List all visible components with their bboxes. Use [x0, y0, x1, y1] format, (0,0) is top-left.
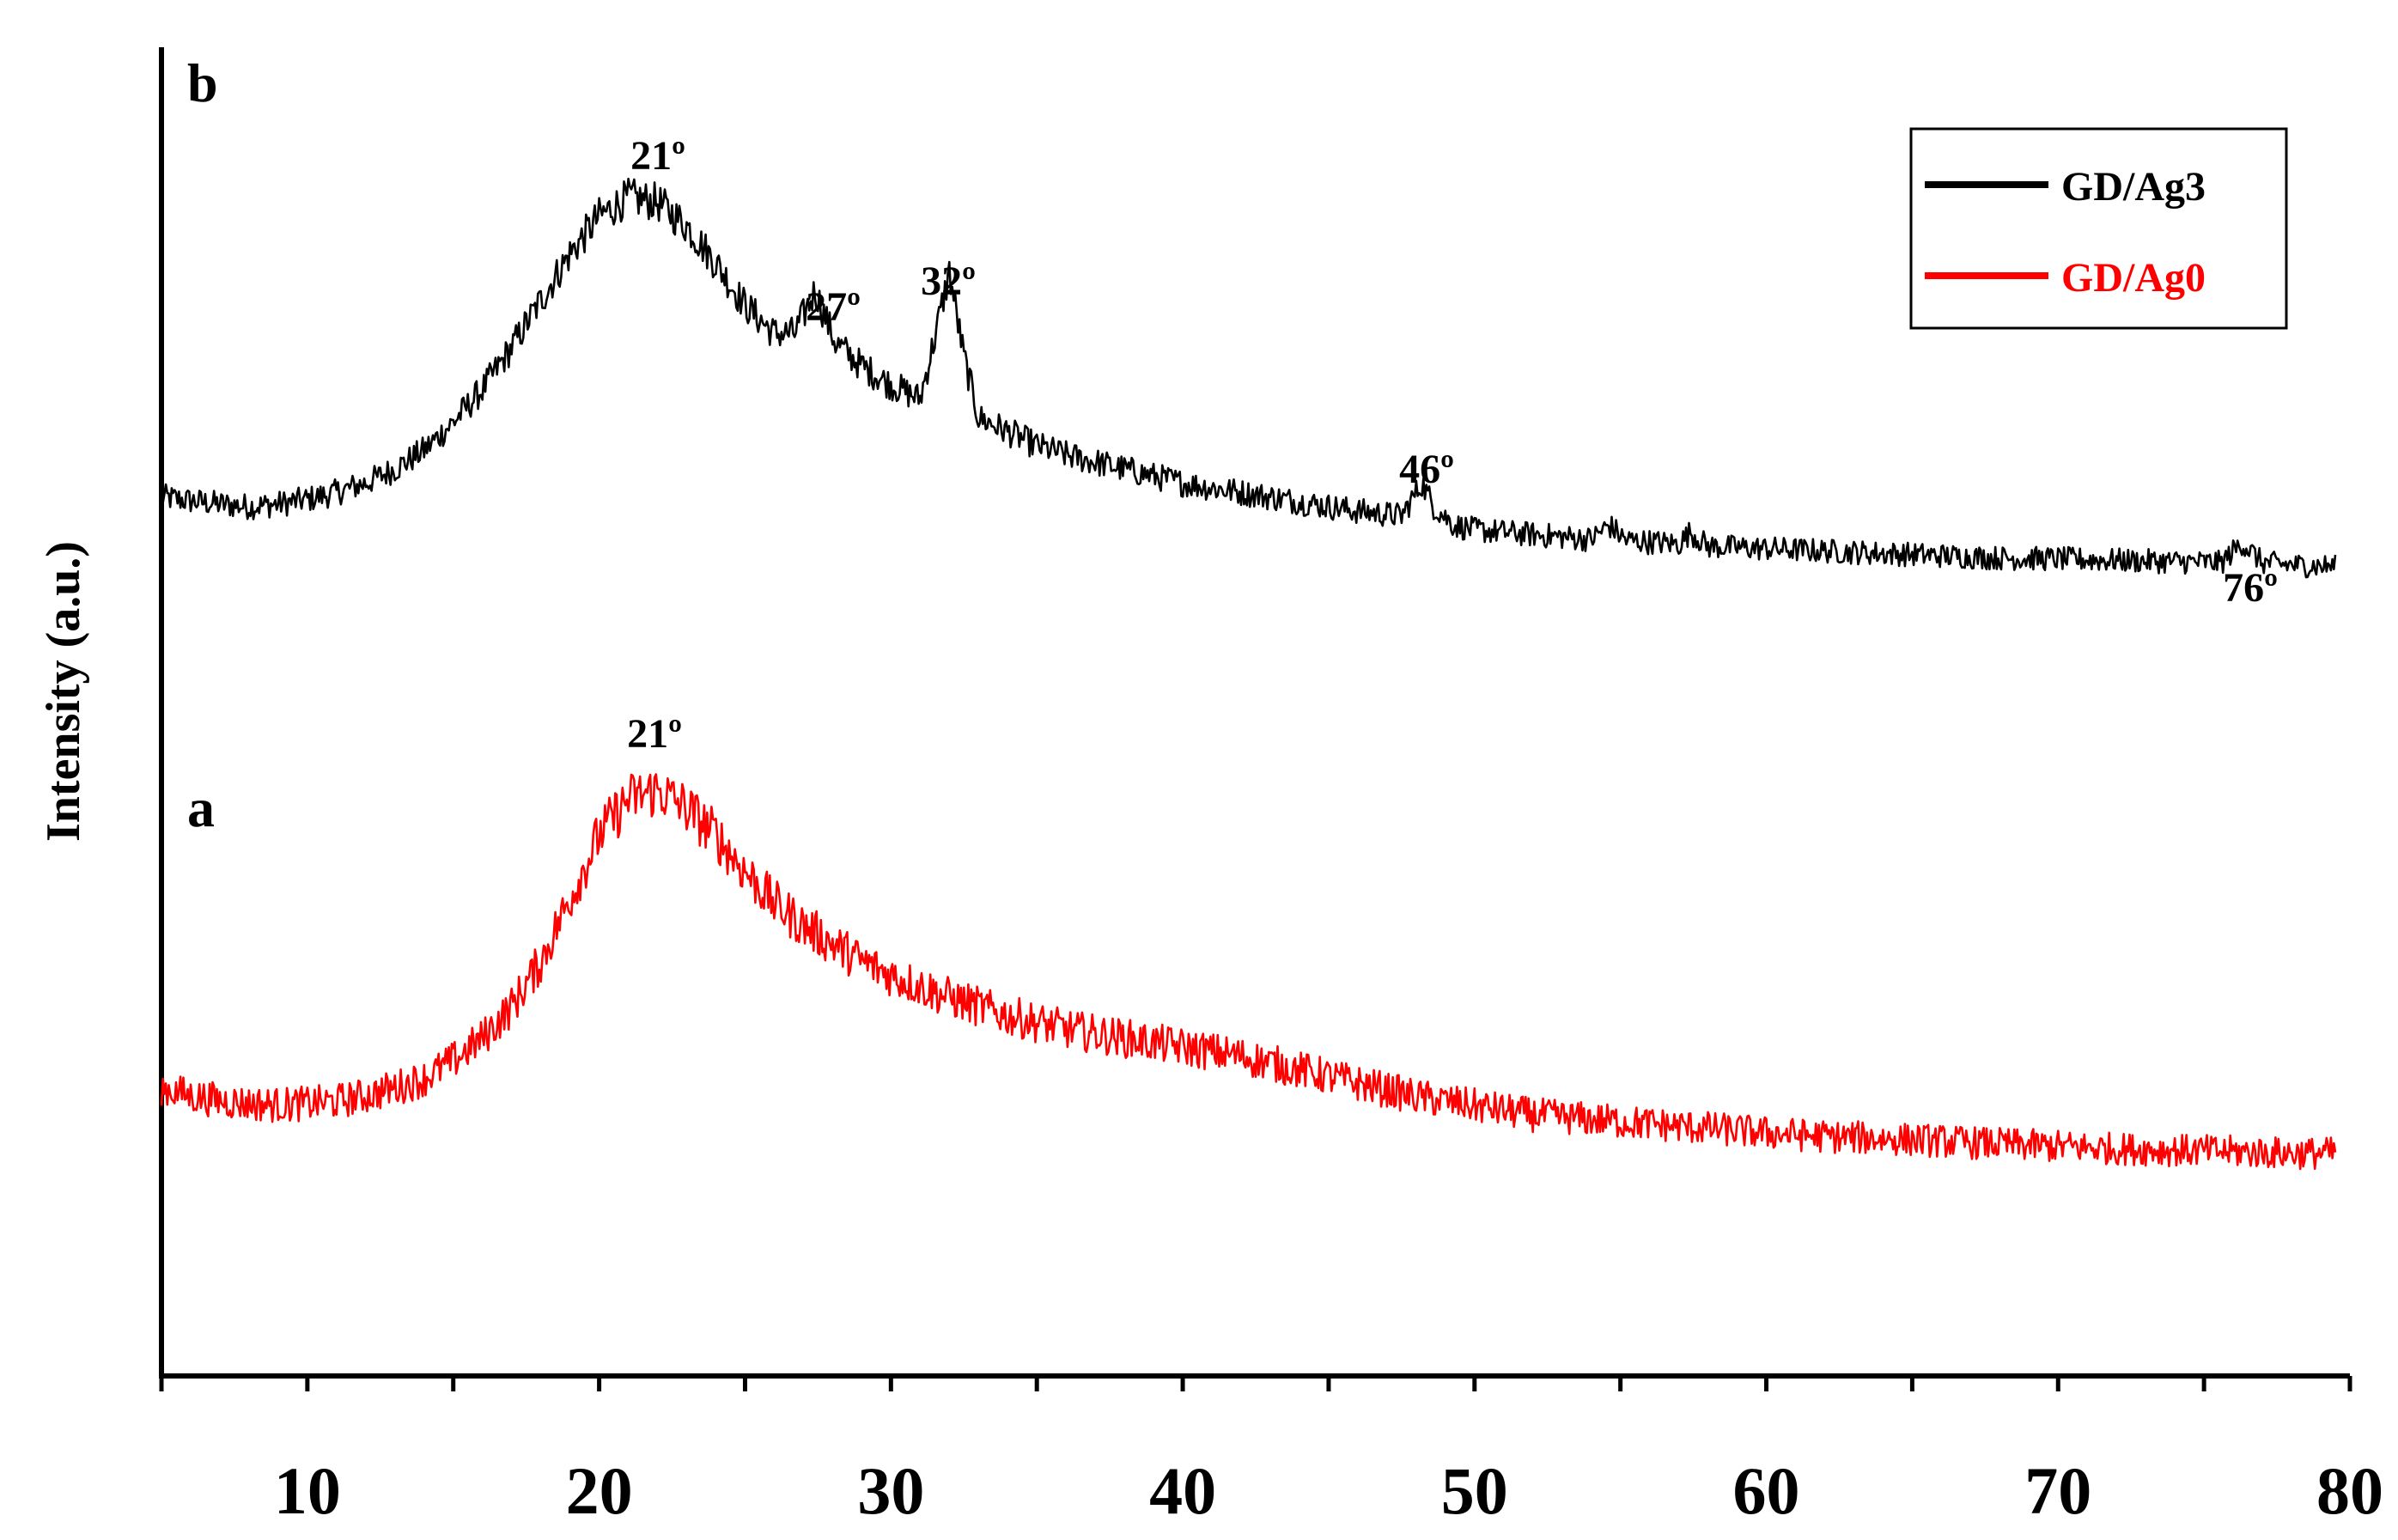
y-axis-label: Intensity (a.u.) — [37, 541, 90, 842]
peak-label-27-b: 27º — [806, 284, 861, 330]
x-tick-label: 70 — [2024, 1453, 2091, 1528]
x-tick-label: 10 — [274, 1453, 341, 1528]
x-tick-label: 30 — [857, 1453, 924, 1528]
series-line-gd-ag0 — [160, 773, 2337, 1171]
peak-label-21-b: 21º — [630, 133, 685, 179]
peak-label-76-b: 76º — [2223, 565, 2278, 611]
series-line-gd-ag3 — [160, 177, 2337, 579]
legend-box — [1909, 127, 2288, 330]
peak-label-46-b: 46º — [1399, 447, 1454, 492]
legend-label-gd-ag0: GD/Ag0 — [2061, 255, 2206, 301]
peak-label-21-a: 21º — [627, 711, 682, 757]
peak-label-32-b: 32º — [921, 259, 976, 304]
panel-label-a: a — [187, 777, 215, 838]
legend-label-gd-ag3: GD/Ag3 — [2061, 164, 2206, 210]
x-tick-label: 20 — [566, 1453, 633, 1528]
x-tick-label: 60 — [1733, 1453, 1800, 1528]
x-tick-label: 80 — [2316, 1453, 2383, 1528]
panel-label-b: b — [187, 52, 218, 113]
legend: GD/Ag3 GD/Ag0 — [1909, 127, 2288, 330]
x-tick-label: 50 — [1441, 1453, 1508, 1528]
x-tick-label: 40 — [1149, 1453, 1216, 1528]
